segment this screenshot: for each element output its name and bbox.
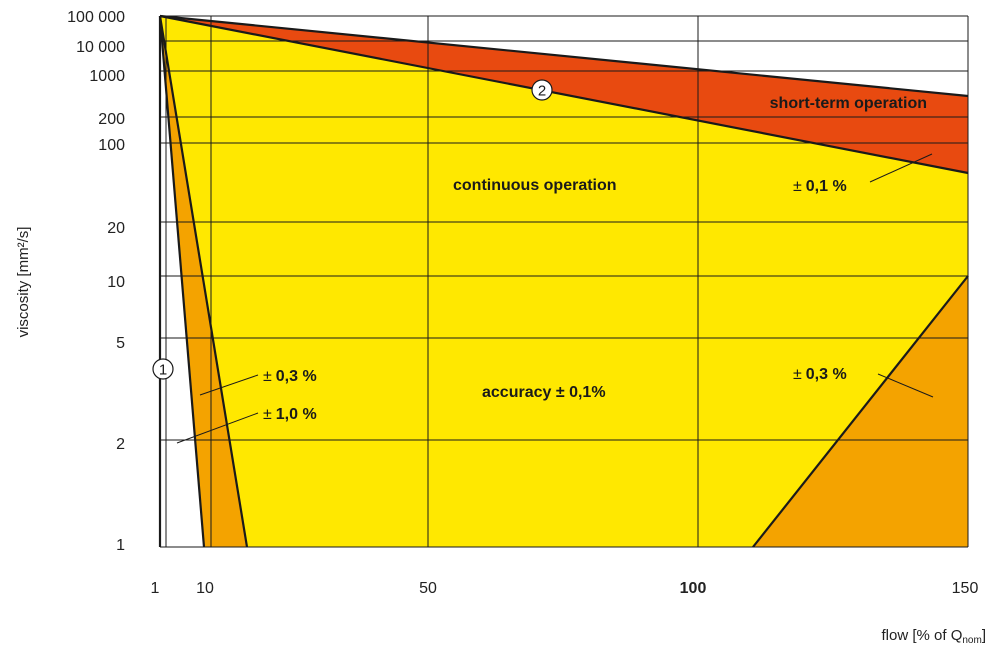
y-tick-label: 2 bbox=[116, 436, 125, 453]
boundary-lines bbox=[158, 14, 969, 548]
leader-1-0 bbox=[176, 412, 259, 444]
x-axis-label-subscript: nom bbox=[962, 635, 981, 645]
pm-0-1-label: ± 0,1 % bbox=[793, 178, 847, 195]
accuracy-prefix: accuracy bbox=[482, 384, 551, 401]
pm-0-3-left-value: 0,3 % bbox=[276, 368, 317, 385]
x-tick-label: 150 bbox=[952, 580, 979, 597]
x-tick-label: 100 bbox=[680, 580, 707, 597]
y-tick-label: 200 bbox=[98, 111, 125, 128]
y-tick-label: 20 bbox=[107, 220, 125, 237]
x-tick-labels: 1 10 50 100 150 bbox=[151, 580, 979, 597]
marker-1: 1 bbox=[152, 358, 174, 380]
pm-1-0-sign: ± bbox=[263, 406, 272, 423]
high-flow-0-3-boundary bbox=[752, 275, 969, 548]
y-tick-label: 1 bbox=[116, 537, 125, 554]
pm-1-0-value: 1,0 % bbox=[276, 406, 317, 423]
pm-0-1-value: 0,1 % bbox=[806, 178, 847, 195]
y-tick-label: 100 bbox=[98, 137, 125, 154]
x-axis-label: flow [% of Qnom] bbox=[882, 627, 986, 645]
marker-2-label: 2 bbox=[538, 83, 546, 100]
marker-2: 2 bbox=[531, 79, 553, 101]
y-tick-label: 100 000 bbox=[67, 9, 125, 26]
pm-0-1-sign: ± bbox=[793, 178, 802, 195]
x-axis-label-close: ] bbox=[982, 627, 986, 644]
accuracy-value: ± 0,1% bbox=[556, 384, 606, 401]
x-axis-label-main: flow [% of Q bbox=[882, 627, 963, 644]
pm-0-3-right-sign: ± bbox=[793, 366, 802, 383]
x-tick-label: 1 bbox=[151, 580, 160, 597]
y-tick-label: 10 bbox=[107, 274, 125, 291]
low-flow-0-3-boundary bbox=[158, 15, 249, 548]
short-term-operation-label: short-term operation bbox=[770, 95, 927, 112]
x-tick-label: 50 bbox=[419, 580, 437, 597]
leader-0-1 bbox=[869, 153, 933, 183]
y-tick-label: 5 bbox=[116, 335, 125, 352]
x-tick-label: 10 bbox=[196, 580, 214, 597]
continuous-operation-region bbox=[160, 16, 968, 547]
pm-0-3-left-label: ± 0,3 % bbox=[263, 368, 317, 385]
accuracy-label: accuracy ± 0,1% bbox=[482, 384, 606, 401]
pm-1-0-label: ± 1,0 % bbox=[263, 406, 317, 423]
y-tick-label: 10 000 bbox=[76, 39, 125, 56]
y-tick-label: 1000 bbox=[89, 68, 125, 85]
leader-lines bbox=[176, 153, 934, 444]
marker-1-circle bbox=[152, 358, 174, 380]
short-term-upper-boundary bbox=[159, 14, 969, 98]
y-axis-label: viscosity [mm²/s] bbox=[15, 227, 32, 338]
leader-0-3-left bbox=[199, 374, 259, 396]
marker-1-label: 1 bbox=[159, 362, 167, 379]
continuous-operation-label: continuous operation bbox=[453, 177, 617, 194]
low-flow-1-0-boundary bbox=[158, 15, 206, 548]
pm-0-3-right-label: ± 0,3 % bbox=[793, 366, 847, 383]
pm-0-3-left-sign: ± bbox=[263, 368, 272, 385]
leader-0-3-right bbox=[877, 373, 934, 398]
continuous-upper-boundary bbox=[159, 14, 969, 175]
pm-0-3-right-value: 0,3 % bbox=[806, 366, 847, 383]
marker-2-circle bbox=[531, 79, 553, 101]
grid bbox=[160, 15, 969, 548]
y-tick-labels: 100 000 10 000 1000 200 100 20 10 5 2 1 bbox=[67, 9, 125, 554]
